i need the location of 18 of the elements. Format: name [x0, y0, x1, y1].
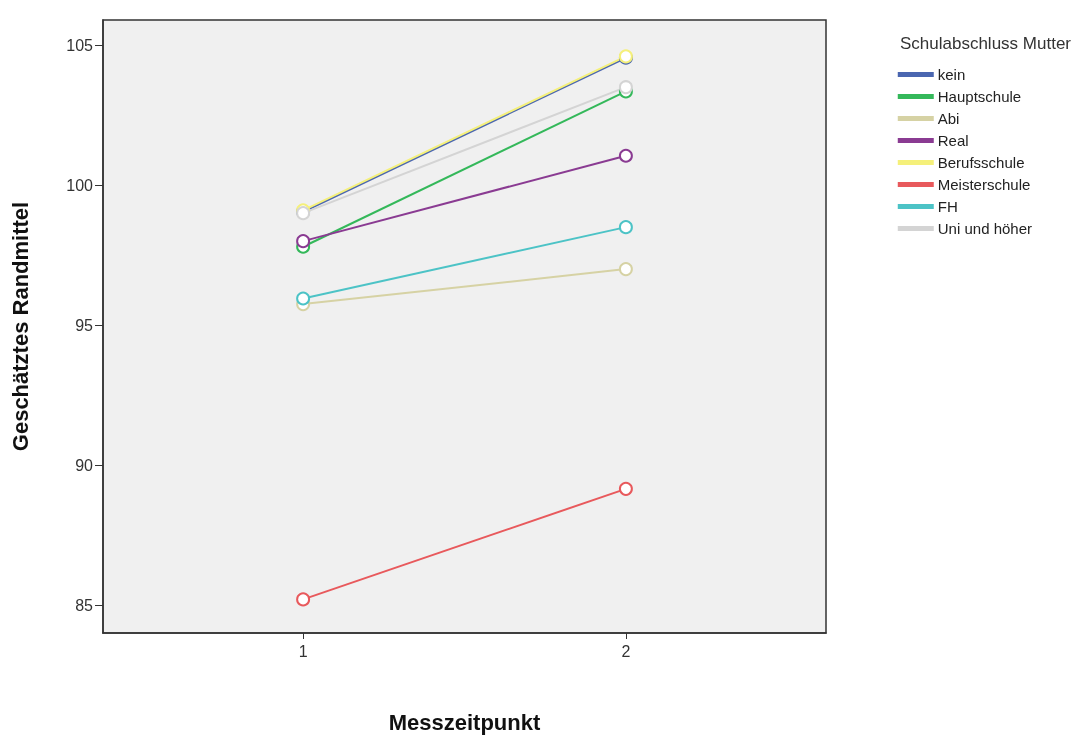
y-tick-label: 95 — [75, 316, 94, 334]
y-tick-label: 85 — [75, 596, 94, 614]
legend-label: Hauptschule — [937, 88, 1022, 105]
legend-label: Uni und höher — [937, 220, 1032, 237]
y-tick-label: 100 — [66, 176, 94, 194]
legend-label: Real — [937, 132, 969, 149]
legend-title: Schulabschluss Mutter — [899, 34, 1072, 53]
x-axis-title: Messzeitpunkt — [388, 709, 541, 735]
legend-label: Berufsschule — [937, 154, 1025, 171]
y-axis-title: Geschätztes Randmittel — [7, 201, 33, 452]
x-tick-label: 2 — [621, 642, 631, 660]
legend-label: kein — [937, 66, 966, 83]
y-tick-label: 90 — [75, 456, 94, 474]
legend-label: Meisterschule — [937, 176, 1031, 193]
x-tick-label: 1 — [298, 642, 308, 660]
legend-label: Abi — [937, 110, 960, 127]
legend-label: FH — [937, 198, 958, 215]
y-tick-label: 105 — [66, 36, 94, 54]
